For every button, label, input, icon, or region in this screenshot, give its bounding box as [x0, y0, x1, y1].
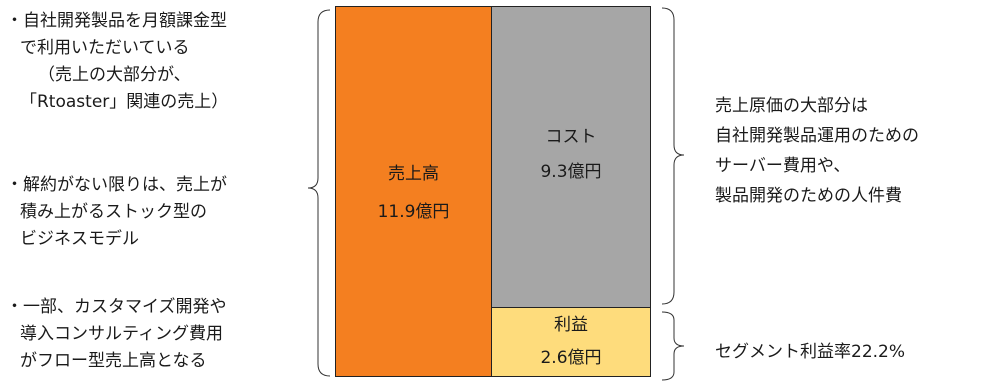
cost-label: コスト	[545, 127, 597, 147]
note-stock-model: ・解約がない限りは、売上が 積み上がるストック型の ビジネスモデル	[6, 172, 227, 253]
note-flow-sales: ・一部、カスタマイズ開発や 導入コンサルティング費用 がフロー型売上高となる	[6, 294, 227, 375]
note-line: ビジネスモデル	[20, 229, 139, 249]
cost-description-line: 自社開発製品運用のための	[715, 126, 919, 146]
cost-description: 売上原価の大部分は 自社開発製品運用のための サーバー費用や、 製品開発のための…	[715, 91, 919, 211]
profit-block: 利益 2.6億円	[491, 307, 651, 377]
sales-value: 11.9億円	[377, 202, 450, 222]
note-monthly-billing: ・自社開発製品を月額課金型 で利用いただいている （売上の大部分が、 「Rtoa…	[6, 8, 228, 116]
note-line: で利用いただいている	[20, 38, 190, 58]
cost-description-line: 製品開発のための人件費	[715, 186, 902, 206]
note-line: ・一部、カスタマイズ開発や	[6, 297, 227, 317]
note-line: 導入コンサルティング費用	[20, 324, 223, 344]
note-line: 積み上がるストック型の	[20, 202, 207, 222]
note-line: ・解約がない限りは、売上が	[6, 175, 227, 195]
profit-margin-text: セグメント利益率22.2%	[715, 342, 906, 362]
cost-block: コスト 9.3億円	[491, 6, 651, 308]
cost-description-line: 売上原価の大部分は	[715, 96, 868, 116]
profit-bracket	[661, 311, 685, 381]
sales-label: 売上高	[388, 164, 439, 184]
note-line: がフロー型売上高となる	[20, 351, 207, 371]
note-line: （売上の大部分が、	[38, 65, 191, 85]
sales-block: 売上高 11.9億円	[335, 6, 492, 377]
profit-label: 利益	[554, 315, 588, 335]
profit-value: 2.6億円	[540, 348, 602, 368]
note-line: 「Rtoaster」関連の売上）	[20, 92, 229, 112]
note-line: ・自社開発製品を月額課金型	[6, 11, 227, 31]
cost-value: 9.3億円	[540, 162, 602, 182]
cost-bracket	[661, 7, 685, 305]
cost-description-line: サーバー費用や、	[715, 156, 851, 176]
left-bracket	[307, 9, 331, 377]
